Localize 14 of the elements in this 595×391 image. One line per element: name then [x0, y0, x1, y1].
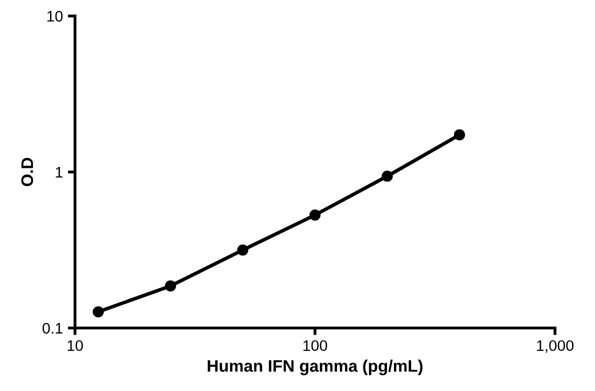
x-tick-label: 10	[68, 340, 83, 352]
point	[309, 209, 321, 221]
y-tick-label: 1	[56, 167, 62, 178]
point	[92, 306, 104, 318]
point	[237, 244, 248, 256]
point	[164, 280, 176, 292]
y-axis-title: O.D	[21, 158, 34, 186]
point	[454, 129, 466, 140]
point	[382, 170, 393, 182]
y-tick-label: 10	[47, 10, 63, 22]
x-tick-label: 1,000	[537, 340, 574, 353]
y-tick-label: 0.1	[42, 322, 62, 334]
x-tick-label: 100	[303, 340, 328, 352]
x-axis-title: Human IFN gamma (pg/mL)	[208, 360, 423, 376]
